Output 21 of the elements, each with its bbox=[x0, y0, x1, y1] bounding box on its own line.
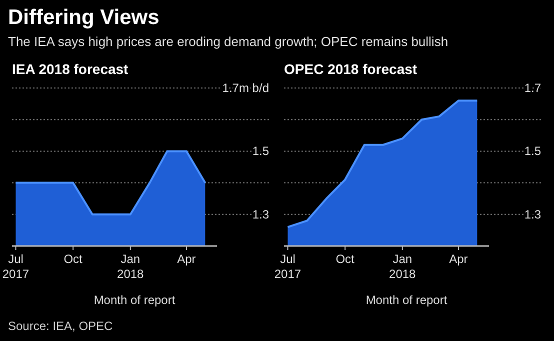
text: Differing Views bbox=[8, 6, 160, 29]
source-note: Source: IEA, OPEC bbox=[8, 319, 114, 333]
y-tick-label: 1.3 bbox=[252, 207, 270, 222]
x-tick-label: Jul 2017 bbox=[2, 252, 30, 281]
y-tick-label: 1.7m b/d bbox=[222, 81, 269, 95]
x-tick-label: Oct bbox=[336, 252, 356, 266]
y-tick-label: 1.5 bbox=[252, 144, 270, 158]
x-tick-label: Oct bbox=[64, 252, 84, 266]
x-axis-title: Month of report bbox=[366, 293, 448, 307]
y-tick-label: 1.5 bbox=[524, 144, 542, 158]
y-tick-label: 1.3 bbox=[524, 207, 542, 222]
x-tick-label: Jan 2018 bbox=[389, 252, 416, 281]
x-tick-label: Apr bbox=[449, 252, 468, 266]
text: The IEA says high prices are eroding demand growth; OPEC remains bullish bbox=[8, 34, 448, 49]
x-tick-label: Jul 2017 bbox=[274, 252, 302, 281]
x-tick-label: Apr bbox=[177, 252, 196, 266]
x-tick-label: Jan 2018 bbox=[117, 252, 144, 281]
chart-title: IEA 2018 forecast bbox=[12, 61, 129, 77]
chart-title: OPEC 2018 forecast bbox=[284, 61, 418, 77]
x-axis-title: Month of report bbox=[94, 293, 176, 307]
y-tick-label: 1.7 bbox=[524, 81, 542, 95]
